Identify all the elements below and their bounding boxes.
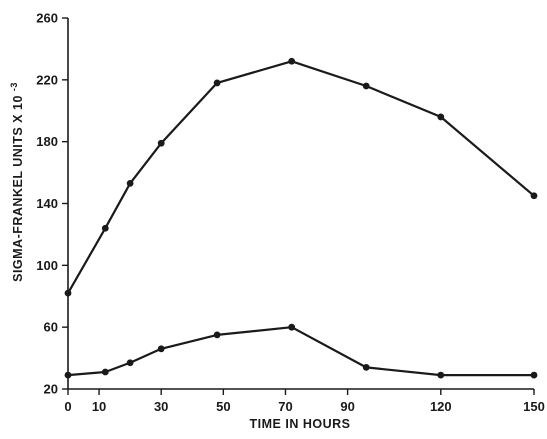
x-axis-label: TIME IN HOURS xyxy=(250,417,351,431)
y-axis-label-exponent: -3 xyxy=(9,82,19,91)
data-point xyxy=(101,224,109,232)
data-point xyxy=(213,331,221,339)
y-axis-label: SIGMA-FRANKEL UNITS X 10 -3 xyxy=(9,82,25,282)
x-tick-label: 150 xyxy=(523,399,545,414)
y-tick-label: 140 xyxy=(36,196,58,211)
y-axis-label-text: SIGMA-FRANKEL UNITS X 10 xyxy=(11,95,25,282)
data-point xyxy=(126,359,134,367)
data-point xyxy=(126,180,134,187)
data-point xyxy=(288,323,296,331)
series-2 xyxy=(64,323,538,379)
y-tick-label: 180 xyxy=(36,134,58,149)
y-tick-label: 260 xyxy=(36,11,58,26)
ticks: 20 60 100 140 180 220 260 0 10 30 50 70 90 120 150 xyxy=(36,11,545,415)
data-point xyxy=(64,371,72,379)
y-tick-label: 20 xyxy=(44,382,58,397)
y-tick-label: 60 xyxy=(44,320,58,335)
x-tick-label: 10 xyxy=(92,399,106,414)
y-tick-label: 220 xyxy=(36,72,58,87)
data-point xyxy=(101,368,109,376)
series-group xyxy=(64,57,538,379)
data-point xyxy=(437,371,445,379)
data-point xyxy=(157,139,165,147)
data-point xyxy=(530,371,538,379)
y-tick-label: 100 xyxy=(36,258,58,273)
data-point xyxy=(64,289,72,297)
series-line xyxy=(67,326,534,377)
series-1 xyxy=(64,57,538,297)
x-tick-label: 50 xyxy=(216,399,230,414)
data-point xyxy=(157,345,165,353)
data-point xyxy=(288,57,296,65)
data-point xyxy=(530,192,538,200)
series-line xyxy=(67,60,535,294)
x-tick-label: 90 xyxy=(340,399,354,414)
x-tick-label: 70 xyxy=(278,399,292,414)
data-point xyxy=(437,113,445,121)
x-tick-label: 0 xyxy=(64,399,71,414)
data-point xyxy=(362,363,370,371)
x-tick-label: 30 xyxy=(154,399,168,414)
data-point xyxy=(362,82,370,90)
data-point xyxy=(213,79,221,87)
x-tick-label: 120 xyxy=(430,399,452,414)
